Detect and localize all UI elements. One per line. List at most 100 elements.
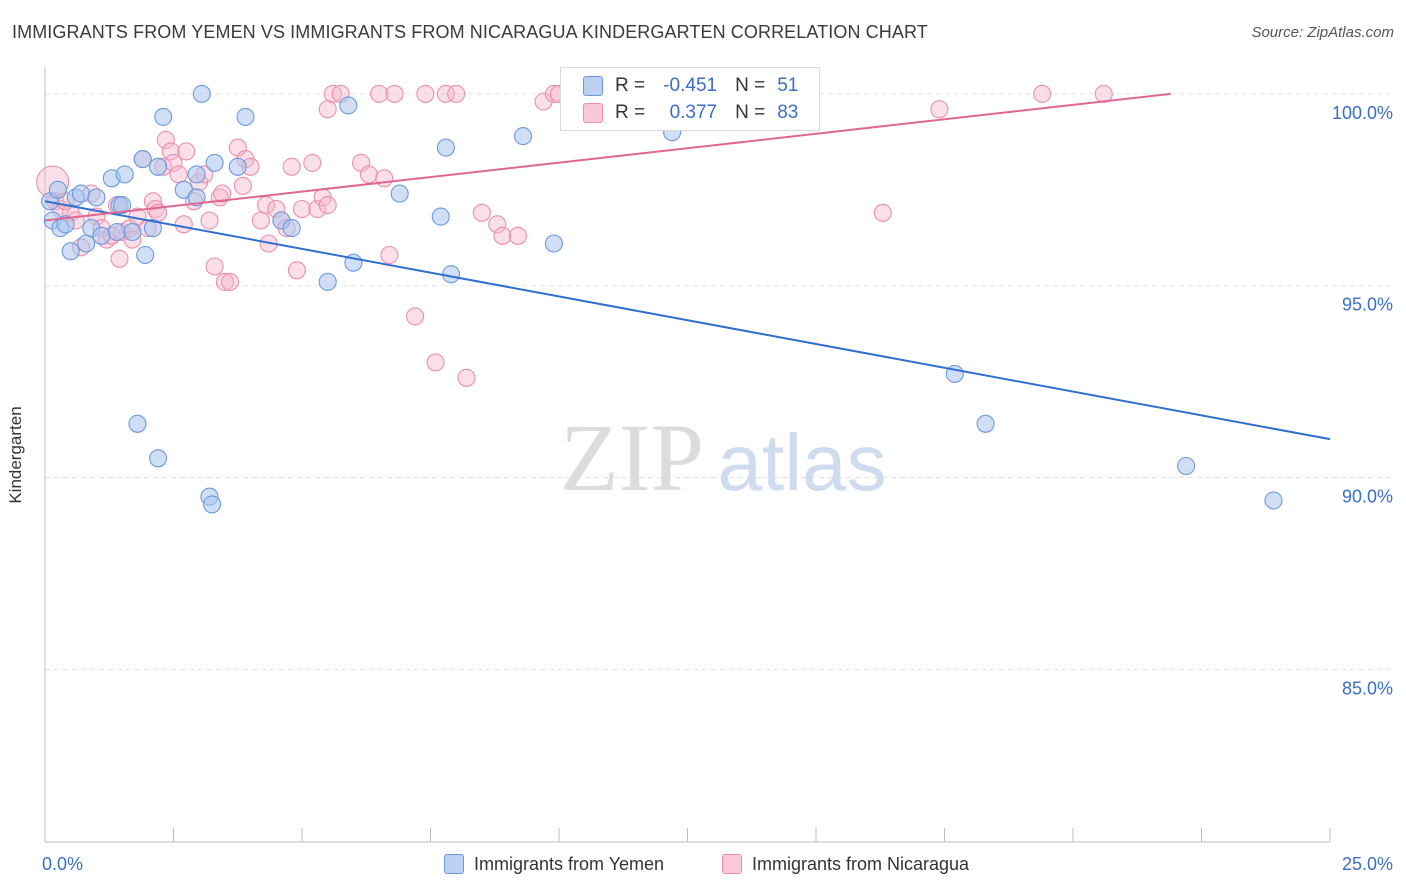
chart-title: IMMIGRANTS FROM YEMEN VS IMMIGRANTS FROM…	[12, 22, 928, 42]
yemen-point	[192, 84, 211, 103]
yemen-point	[48, 180, 67, 199]
nicaragua-point	[156, 130, 175, 149]
legend-n-value-nicaragua: 83	[777, 102, 799, 123]
nicaragua-point	[375, 169, 394, 188]
nicaragua-point	[1094, 84, 1113, 103]
yemen-point	[113, 196, 132, 215]
yemen-point	[1264, 491, 1283, 510]
nicaragua-point	[251, 211, 270, 230]
nicaragua-point	[416, 84, 435, 103]
legend-n-label: N =	[735, 75, 766, 96]
nicaragua-point	[426, 353, 445, 372]
legend-swatch-yemen	[583, 76, 603, 96]
nicaragua-point	[161, 142, 180, 161]
yemen-point	[56, 215, 75, 234]
yemen-point	[236, 107, 255, 126]
nicaragua-point	[220, 272, 240, 291]
watermark: ZIP atlas	[560, 404, 886, 511]
stats-legend: R = -0.451 N = 51 R = 0.377 N = 83	[560, 67, 820, 131]
legend-r-label: R =	[615, 102, 646, 123]
yemen-point	[149, 157, 168, 176]
yemen-points	[41, 84, 1283, 514]
y-tick-label: 95.0%	[1342, 295, 1393, 315]
yemen-point	[513, 127, 533, 146]
nicaragua-point	[174, 215, 193, 234]
yemen-point	[133, 150, 152, 169]
yemen-point	[87, 188, 106, 207]
yemen-point	[228, 157, 247, 176]
yemen-point	[115, 165, 134, 184]
x-tick-label: 25.0%	[1342, 854, 1393, 874]
yemen-point	[143, 219, 162, 238]
yemen-point	[128, 414, 147, 433]
nicaragua-point	[457, 368, 476, 387]
yemen-point	[431, 207, 450, 226]
yemen-point	[154, 107, 173, 126]
nicaragua-point	[205, 257, 224, 276]
yemen-point	[1177, 456, 1196, 476]
watermark-zip: ZIP	[560, 404, 704, 511]
y-tick-label: 100.0%	[1332, 103, 1393, 123]
legend-r-label: R =	[615, 75, 646, 96]
bottom-legend-swatch-yemen	[444, 854, 464, 874]
nicaragua-point	[436, 84, 455, 103]
yemen-point	[442, 265, 461, 284]
yemen-point	[544, 234, 563, 253]
trend-lines	[44, 92, 1331, 441]
yemen-point	[123, 222, 142, 242]
y-tick-label: 90.0%	[1342, 487, 1393, 507]
nicaragua-point	[213, 184, 232, 203]
source-label: Source: ZipAtlas.com	[1251, 24, 1394, 41]
nicaragua-point	[303, 153, 322, 172]
nicaragua-point	[215, 272, 234, 291]
y-tick-label: 85.0%	[1342, 678, 1393, 698]
yemen-point	[136, 245, 155, 265]
yemen-point	[205, 153, 224, 172]
watermark-atlas: atlas	[718, 418, 887, 507]
yemen-point	[203, 495, 222, 514]
nicaragua-point	[406, 307, 425, 326]
yemen-point	[149, 449, 168, 468]
legend-swatch-nicaragua	[583, 103, 603, 123]
nicaragua-point	[233, 176, 252, 195]
nicaragua-point	[380, 245, 399, 265]
nicaragua-point	[447, 84, 466, 103]
yemen-point	[187, 188, 206, 207]
yemen-point	[77, 234, 96, 253]
tick-labels: 100.0% 95.0% 90.0% 85.0% 0.0% 25.0%	[42, 103, 1393, 874]
yemen-point	[976, 414, 995, 433]
legend-n-label: N =	[735, 102, 766, 123]
nicaragua-point	[308, 199, 327, 219]
nicaragua-point	[930, 100, 949, 119]
yemen-point	[339, 96, 358, 115]
x-tick-label: 0.0%	[42, 854, 83, 874]
nicaragua-point	[1033, 84, 1052, 103]
nicaragua-point	[292, 199, 312, 219]
legend-r-value-yemen: -0.451	[663, 75, 718, 96]
legend-r-value-nicaragua: 0.377	[669, 102, 718, 123]
bottom-legend-yemen: Immigrants from Yemen	[444, 852, 664, 876]
nicaragua-point	[177, 142, 196, 161]
nicaragua-point	[370, 84, 389, 103]
nicaragua-point	[169, 165, 188, 184]
yemen-point	[390, 184, 409, 203]
bottom-legend-swatch-nicaragua	[722, 854, 742, 874]
nicaragua-point	[287, 261, 306, 280]
legend-n-value-yemen: 51	[777, 75, 799, 96]
nicaragua-point	[282, 157, 301, 176]
yemen-point	[187, 165, 206, 184]
bottom-legend-label-yemen: Immigrants from Yemen	[474, 853, 665, 874]
bottom-legend-label-nicaragua: Immigrants from Nicaragua	[752, 853, 970, 874]
yemen-point	[92, 226, 111, 245]
legend-row-nicaragua: R = 0.377 N = 83	[583, 101, 798, 125]
yemen-point	[436, 138, 455, 157]
nicaragua-point	[472, 203, 491, 222]
nicaragua-point	[323, 84, 342, 103]
nicaragua-point	[534, 92, 553, 111]
yemen-point	[318, 272, 337, 291]
nicaragua-point	[385, 84, 404, 103]
nicaragua-point	[508, 226, 527, 245]
nicaragua-point	[493, 226, 512, 245]
nicaragua-trend-line	[44, 92, 1171, 222]
